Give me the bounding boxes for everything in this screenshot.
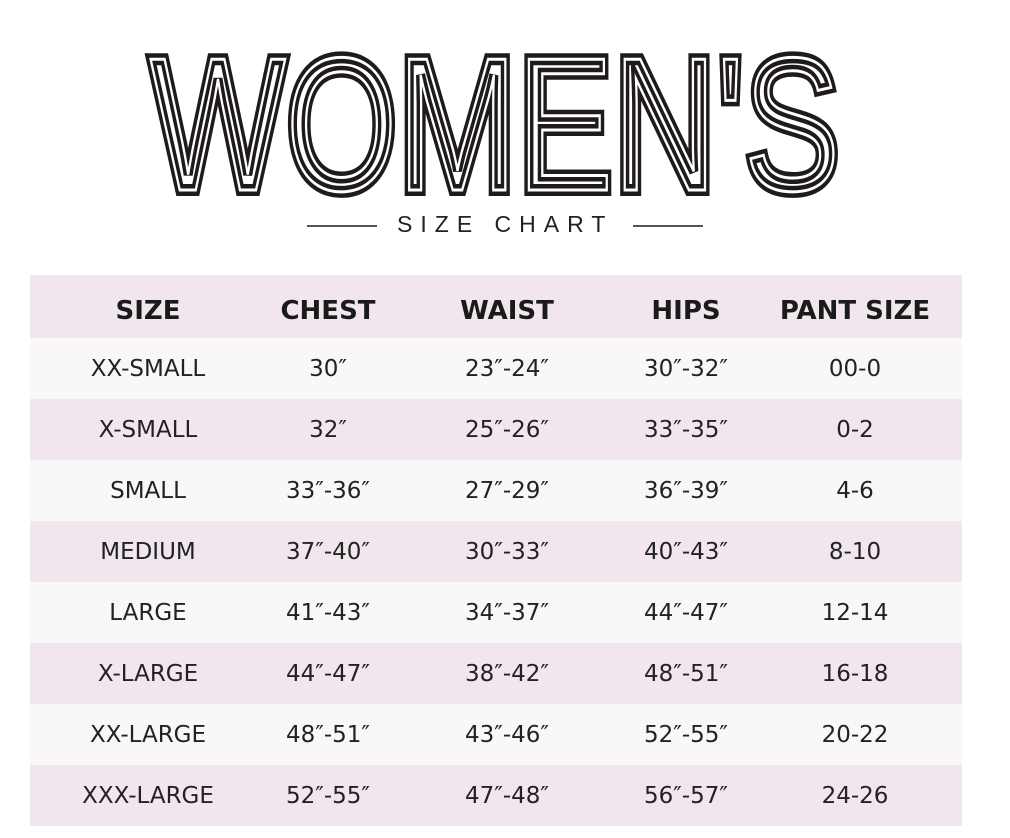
cell-chest: 44″-47″ bbox=[285, 660, 370, 687]
cell-pant-size: 16-18 bbox=[821, 660, 889, 687]
cell-size: XX-LARGE bbox=[89, 721, 207, 748]
cell-waist: 34″-37″ bbox=[464, 599, 549, 626]
cell-pant-size: 24-26 bbox=[821, 782, 889, 809]
cell-pant-size: 00-0 bbox=[828, 355, 882, 382]
cell-waist: 25″-26″ bbox=[464, 416, 549, 443]
table-row: XX-SMALL 30″ 23″-24″ 30″-32″ 00-0 bbox=[30, 338, 962, 399]
cell-chest: 48″-51″ bbox=[285, 721, 370, 748]
header-pant-size: PANT SIZE bbox=[779, 295, 931, 326]
header-hips: HIPS bbox=[651, 295, 721, 326]
cell-size: X-LARGE bbox=[97, 660, 199, 687]
subtitle-text: SIZE CHART bbox=[397, 211, 613, 237]
table-row: X-SMALL 32″ 25″-26″ 33″-35″ 0-2 bbox=[30, 399, 962, 460]
cell-hips: 40″-43″ bbox=[643, 538, 728, 565]
title-outline: WOMEN'S bbox=[150, 30, 840, 210]
title-inline: WOMEN'S bbox=[150, 30, 840, 210]
cell-chest: 32″ bbox=[309, 416, 347, 443]
cell-size: XXX-LARGE bbox=[82, 782, 214, 809]
cell-hips: 52″-55″ bbox=[643, 721, 728, 748]
table-row: MEDIUM 37″-40″ 30″-33″ 40″-43″ 8-10 bbox=[30, 521, 962, 582]
cell-hips: 44″-47″ bbox=[643, 599, 728, 626]
cell-hips: 33″-35″ bbox=[643, 416, 728, 443]
cell-size: SMALL bbox=[110, 477, 186, 504]
cell-waist: 47″-48″ bbox=[464, 782, 549, 809]
cell-waist: 23″-24″ bbox=[464, 355, 549, 382]
table-header: SIZE CHEST WAIST HIPS PANT SIZE bbox=[30, 275, 962, 338]
cell-chest: 41″-43″ bbox=[285, 599, 370, 626]
cell-waist: 30″-33″ bbox=[464, 538, 549, 565]
cell-waist: 43″-46″ bbox=[464, 721, 549, 748]
cell-waist: 27″-29″ bbox=[464, 477, 549, 504]
table-row: SMALL 33″-36″ 27″-29″ 36″-39″ 4-6 bbox=[30, 460, 962, 521]
cell-pant-size: 0-2 bbox=[836, 416, 874, 443]
cell-hips: 56″-57″ bbox=[643, 782, 728, 809]
size-chart-table: SIZE CHEST WAIST HIPS PANT SIZE XX-SMALL 30″ 2… bbox=[30, 275, 962, 826]
divider-right bbox=[633, 224, 704, 227]
cell-hips: 30″-32″ bbox=[643, 355, 728, 382]
cell-hips: 36″-39″ bbox=[643, 477, 728, 504]
header-chest: CHEST bbox=[280, 295, 376, 326]
table-row: XX-LARGE 48″-51″ 43″-46″ 52″-55″ 20-22 bbox=[30, 704, 962, 765]
cell-pant-size: 20-22 bbox=[821, 721, 889, 748]
header-size: SIZE bbox=[115, 295, 181, 326]
cell-chest: 37″-40″ bbox=[285, 538, 370, 565]
cell-size: X-SMALL bbox=[98, 416, 198, 443]
cell-chest: 33″-36″ bbox=[285, 477, 370, 504]
cell-waist: 38″-42″ bbox=[464, 660, 549, 687]
divider-left bbox=[306, 224, 377, 227]
title-logo: WOMEN'S WOMEN'S bbox=[144, 30, 846, 210]
cell-pant-size: 4-6 bbox=[836, 477, 874, 504]
cell-size: LARGE bbox=[109, 599, 187, 626]
cell-pant-size: 12-14 bbox=[821, 599, 889, 626]
table-row: LARGE 41″-43″ 34″-37″ 44″-47″ 12-14 bbox=[30, 582, 962, 643]
cell-size: MEDIUM bbox=[100, 538, 196, 565]
subtitle: SIZE CHART bbox=[0, 211, 1010, 238]
cell-chest: 52″-55″ bbox=[285, 782, 370, 809]
cell-pant-size: 8-10 bbox=[828, 538, 882, 565]
cell-hips: 48″-51″ bbox=[643, 660, 728, 687]
header-waist: WAIST bbox=[460, 295, 554, 326]
table-row: X-LARGE 44″-47″ 38″-42″ 48″-51″ 16-18 bbox=[30, 643, 962, 704]
table-row: XXX-LARGE 52″-55″ 47″-48″ 56″-57″ 24-26 bbox=[30, 765, 962, 826]
cell-size: XX-SMALL bbox=[90, 355, 206, 382]
cell-chest: 30″ bbox=[309, 355, 347, 382]
